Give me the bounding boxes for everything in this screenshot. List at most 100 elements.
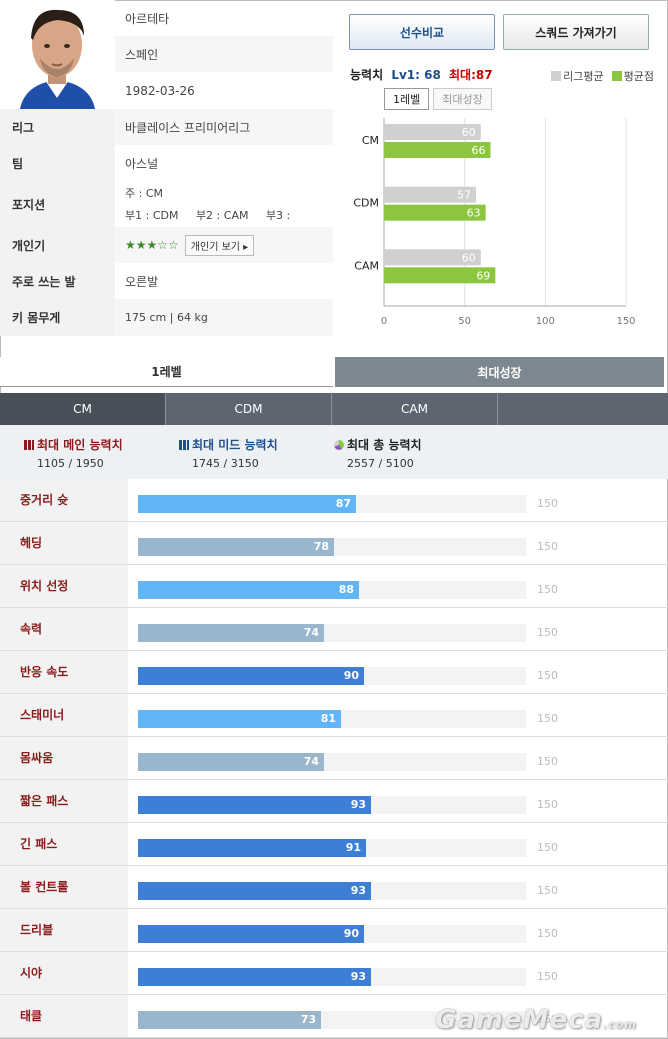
league-label: 리그 bbox=[0, 109, 115, 145]
stat-value: 90 bbox=[343, 669, 359, 682]
compare-button[interactable]: 선수비교 bbox=[349, 14, 495, 50]
stat-row: 시야 93 150 bbox=[0, 952, 668, 995]
category-label: CDM bbox=[353, 197, 379, 210]
x-tick-label: 0 bbox=[381, 316, 387, 327]
body-label: 키 몸무게 bbox=[0, 299, 115, 336]
row-skill: 개인기 ★★★☆☆ 개인기 보기 ▸ bbox=[0, 227, 333, 263]
stat-value: 74 bbox=[303, 626, 319, 639]
summary-total-value: 2557 / 5100 bbox=[347, 457, 414, 470]
stat-track: 74 bbox=[138, 624, 526, 642]
stat-track: 93 bbox=[138, 796, 526, 814]
stat-row: 헤딩 78 150 bbox=[0, 522, 668, 565]
bar-chart-red-icon bbox=[24, 440, 34, 450]
category-label: CAM bbox=[354, 259, 379, 272]
stat-label: 중거리 슛 bbox=[0, 479, 128, 521]
summary-main-value: 1105 / 1950 bbox=[37, 457, 104, 470]
chart-toggles: 1레벨 최대성장 bbox=[384, 88, 492, 110]
stat-row: 볼 컨트롤 93 150 bbox=[0, 866, 668, 909]
stat-value: 81 bbox=[320, 712, 336, 725]
stat-bar: 78 bbox=[138, 538, 334, 556]
stat-max: 150 bbox=[537, 755, 558, 768]
squad-button[interactable]: 스쿼드 가져가기 bbox=[503, 14, 649, 50]
bar bbox=[384, 124, 481, 140]
summary-mid-value: 1745 / 3150 bbox=[192, 457, 259, 470]
stat-label: 태클 bbox=[0, 995, 128, 1037]
stat-bar: 90 bbox=[138, 925, 364, 943]
stat-max: 150 bbox=[537, 798, 558, 811]
pie-chart-icon bbox=[334, 440, 344, 450]
stat-track: 74 bbox=[138, 753, 526, 771]
stat-value: 87 bbox=[335, 497, 351, 510]
position-tabs: CM CDM CAM bbox=[0, 393, 668, 425]
stat-row: 스태미너 81 150 bbox=[0, 694, 668, 737]
tab-level1[interactable]: 1레벨 bbox=[0, 357, 333, 387]
skill-stars: ★★★☆☆ bbox=[125, 238, 179, 252]
stat-value: 73 bbox=[300, 1013, 316, 1026]
stat-bar: 93 bbox=[138, 968, 371, 986]
stat-value: 90 bbox=[343, 927, 359, 940]
stat-label: 볼 컨트롤 bbox=[0, 866, 128, 908]
stat-bar: 73 bbox=[138, 1011, 321, 1029]
team-label: 팀 bbox=[0, 145, 115, 181]
position-sub: 부1 : CDM 부2 : CAM 부3 : bbox=[125, 209, 291, 222]
stat-label: 드리블 bbox=[0, 909, 128, 951]
player-nation: 스페인 bbox=[115, 36, 333, 72]
bar-value-label: 69 bbox=[476, 269, 490, 282]
body-value: 175 cm | 64 kg bbox=[115, 299, 333, 336]
stat-track: 93 bbox=[138, 968, 526, 986]
stat-label: 짧은 패스 bbox=[0, 780, 128, 822]
stat-bar: 91 bbox=[138, 839, 366, 857]
league-value: 바클레이스 프리미어리그 bbox=[115, 109, 333, 145]
chart-legend: 리그평균 평균점 bbox=[551, 68, 654, 84]
stat-track: 88 bbox=[138, 581, 526, 599]
ability-label: 능력치 bbox=[350, 68, 384, 82]
stat-row: 몸싸움 74 150 bbox=[0, 737, 668, 780]
row-position: 포지션 주 : CM 부1 : CDM 부2 : CAM 부3 : bbox=[0, 181, 333, 227]
bar-chart-blue-icon bbox=[179, 440, 189, 450]
stat-value: 93 bbox=[350, 970, 366, 983]
bar bbox=[384, 267, 496, 284]
toggle-level1[interactable]: 1레벨 bbox=[384, 88, 430, 110]
bar-value-label: 60 bbox=[462, 126, 476, 139]
row-team: 팀 아스널 bbox=[0, 145, 333, 181]
summary-total: 최대 총 능력치 2557 / 5100 bbox=[334, 436, 422, 470]
skill-view-button[interactable]: 개인기 보기 ▸ bbox=[184, 234, 255, 256]
stat-track: 81 bbox=[138, 710, 526, 728]
player-photo bbox=[0, 0, 115, 109]
legend-avg: 리그평균 bbox=[551, 68, 604, 84]
tab-max-growth[interactable]: 최대성장 bbox=[335, 357, 664, 387]
ptab-cdm[interactable]: CDM bbox=[166, 393, 332, 425]
stat-row: 짧은 패스 93 150 bbox=[0, 780, 668, 823]
ptab-cam[interactable]: CAM bbox=[332, 393, 498, 425]
stat-label: 헤딩 bbox=[0, 522, 128, 564]
bar-value-label: 63 bbox=[467, 207, 481, 220]
toggle-max[interactable]: 최대성장 bbox=[433, 88, 492, 110]
stat-max: 150 bbox=[537, 841, 558, 854]
stat-max: 150 bbox=[537, 1013, 558, 1026]
watermark-logo: GameMeca.com bbox=[435, 1005, 637, 1035]
stat-track: 78 bbox=[138, 538, 526, 556]
summary-bar: 최대 메인 능력치 1105 / 1950 최대 미드 능력치 1745 / 3… bbox=[0, 425, 668, 479]
stat-label: 긴 패스 bbox=[0, 823, 128, 865]
ptab-empty bbox=[498, 393, 664, 425]
summary-main: 최대 메인 능력치 1105 / 1950 bbox=[24, 436, 123, 470]
skill-label: 개인기 bbox=[0, 227, 115, 263]
ability-panel: 선수비교 스쿼드 가져가기 능력치 Lv1: 68 최대:87 리그평균 평균점… bbox=[334, 0, 668, 338]
stat-label: 시야 bbox=[0, 952, 128, 994]
stat-row: 속력 74 150 bbox=[0, 608, 668, 651]
stat-max: 150 bbox=[537, 540, 558, 553]
ptab-cm[interactable]: CM bbox=[0, 393, 166, 425]
stat-max: 150 bbox=[537, 970, 558, 983]
stat-label: 속력 bbox=[0, 608, 128, 650]
bar-value-label: 66 bbox=[471, 144, 485, 157]
position-label: 포지션 bbox=[0, 181, 115, 227]
stat-label: 스태미너 bbox=[0, 694, 128, 736]
max-value: 최대:87 bbox=[449, 68, 493, 82]
row-league: 리그 바클레이스 프리미어리그 bbox=[0, 109, 333, 145]
x-tick-label: 150 bbox=[616, 316, 635, 327]
stat-label: 몸싸움 bbox=[0, 737, 128, 779]
bar bbox=[384, 142, 491, 158]
foot-label: 주로 쓰는 발 bbox=[0, 263, 115, 299]
stat-max: 150 bbox=[537, 669, 558, 682]
stat-row: 태클 73 150 bbox=[0, 995, 668, 1038]
